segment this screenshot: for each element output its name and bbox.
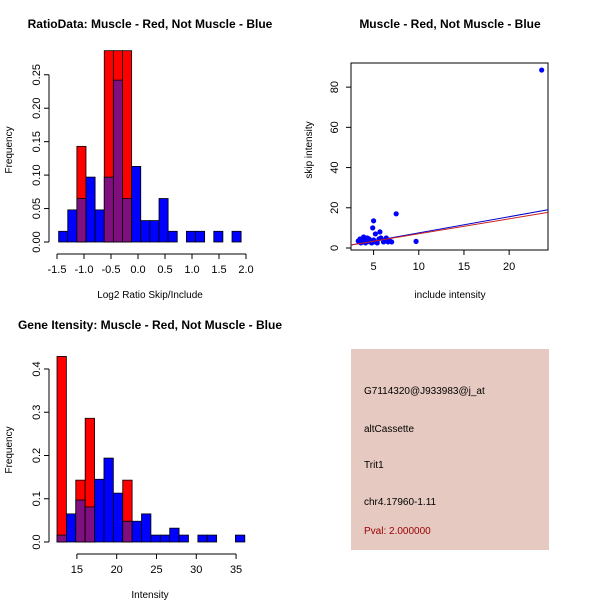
scatter-point [372,231,378,237]
bar-not-muscle [65,513,77,543]
y-tick-label: 0.3 [31,405,43,420]
bar-not-muscle [85,176,96,243]
gene-name: Trit1 [364,460,384,471]
y-tick-label: 0.1 [31,491,43,506]
bar-muscle [56,356,67,543]
bar-not-muscle [158,198,169,243]
bar-overlap [56,534,67,543]
y-tick-label: 60 [329,121,341,133]
y-tick-label: 0 [329,245,341,251]
scatter-point [377,229,383,235]
bar-overlap [84,506,95,543]
scatter-point [539,67,545,73]
bar-not-muscle [197,534,208,543]
bar-overlap [112,79,123,243]
y-axis-label: Frequency [4,126,15,173]
bar-not-muscle [94,209,105,243]
event-type: altCassette [364,424,415,435]
y-tick-label: 40 [329,161,341,173]
bar-not-muscle [149,220,160,243]
x-tick-label: -1.0 [75,264,94,276]
bar-not-muscle [140,220,151,243]
chart-title: Muscle - Red, Not Muscle - Blue [359,17,541,31]
y-tick-label: 80 [329,81,341,93]
bar-not-muscle [159,534,171,543]
y-tick-label: 0.00 [31,231,43,252]
y-axis-label: skip intensity [304,121,315,178]
y-tick-label: 0.4 [31,361,43,376]
bar-not-muscle [103,457,114,543]
bar-not-muscle [94,478,105,543]
x-tick-label: 5 [371,261,377,273]
bar-not-muscle [58,230,69,243]
x-tick-label: 15 [458,261,470,273]
bar-not-muscle [178,534,189,543]
x-tick-label: -1.5 [48,264,67,276]
x-tick-label: 0.0 [130,264,145,276]
probe-id: G7114320@J933983@j_at [364,386,485,397]
y-tick-label: 0.25 [31,64,43,85]
y-tick-label: 0.05 [31,198,43,219]
bar-overlap [76,198,87,243]
x-tick-label: 20 [503,261,515,273]
bar-overlap [122,198,133,243]
bar-not-muscle [169,527,180,543]
bar-not-muscle [213,230,224,243]
bar-overlap [103,176,114,243]
bar-overlap [122,520,133,543]
scatter-point [370,225,376,231]
chart-title: Gene Itensity: Muscle - Red, Not Muscle … [18,318,282,332]
y-tick-label: 0.15 [31,131,43,152]
x-tick-label: 0.5 [157,264,172,276]
chart-title: RatioData: Muscle - Red, Not Muscle - Bl… [28,17,273,31]
x-tick-label: 1.5 [211,264,226,276]
x-tick-label: 30 [190,564,202,576]
y-tick-label: 0.2 [31,448,43,463]
bar-not-muscle [206,534,218,543]
bar-not-muscle [167,230,178,243]
x-axis-label: Intensity [131,590,168,600]
bar-not-muscle [195,230,206,243]
scatter-point [389,239,395,245]
bar-not-muscle [131,520,142,543]
scatter-point [393,211,399,217]
bar-not-muscle [185,230,196,243]
bar-not-muscle [67,209,78,243]
bar-not-muscle [112,492,124,543]
pval: Pval: 2.000000 [364,526,431,537]
x-tick-label: 25 [150,564,162,576]
x-tick-label: 2.0 [238,264,253,276]
bar-not-muscle [235,534,246,543]
y-tick-label: 20 [329,202,341,214]
x-tick-label: 10 [413,261,425,273]
y-axis-label: Frequency [4,426,15,473]
bar-not-muscle [150,534,161,543]
x-tick-label: 35 [230,564,242,576]
genomic-location: chr4.17960-1.11 [364,497,437,508]
y-tick-label: 0.20 [31,97,43,118]
x-tick-label: 1.0 [184,264,199,276]
x-axis-label: Log2 Ratio Skip/Include [97,290,203,301]
x-tick-label: 20 [111,564,123,576]
scatter-point [374,240,380,246]
y-tick-label: 0.10 [31,164,43,185]
bar-not-muscle [231,230,242,243]
plot-box [350,62,549,251]
x-tick-label: 15 [71,564,83,576]
scatter-point [370,218,377,224]
bar-not-muscle [141,513,152,543]
info-panel: G7114320@J933983@j_at altCassette Trit1 … [351,349,549,550]
bar-overlap [75,499,86,543]
scatter-point [413,238,419,244]
bar-not-muscle [131,166,142,243]
fit-line-red [350,211,549,246]
y-tick-label: 0.0 [31,534,43,549]
x-tick-label: -0.5 [102,264,121,276]
x-axis-label: include intensity [414,290,485,301]
